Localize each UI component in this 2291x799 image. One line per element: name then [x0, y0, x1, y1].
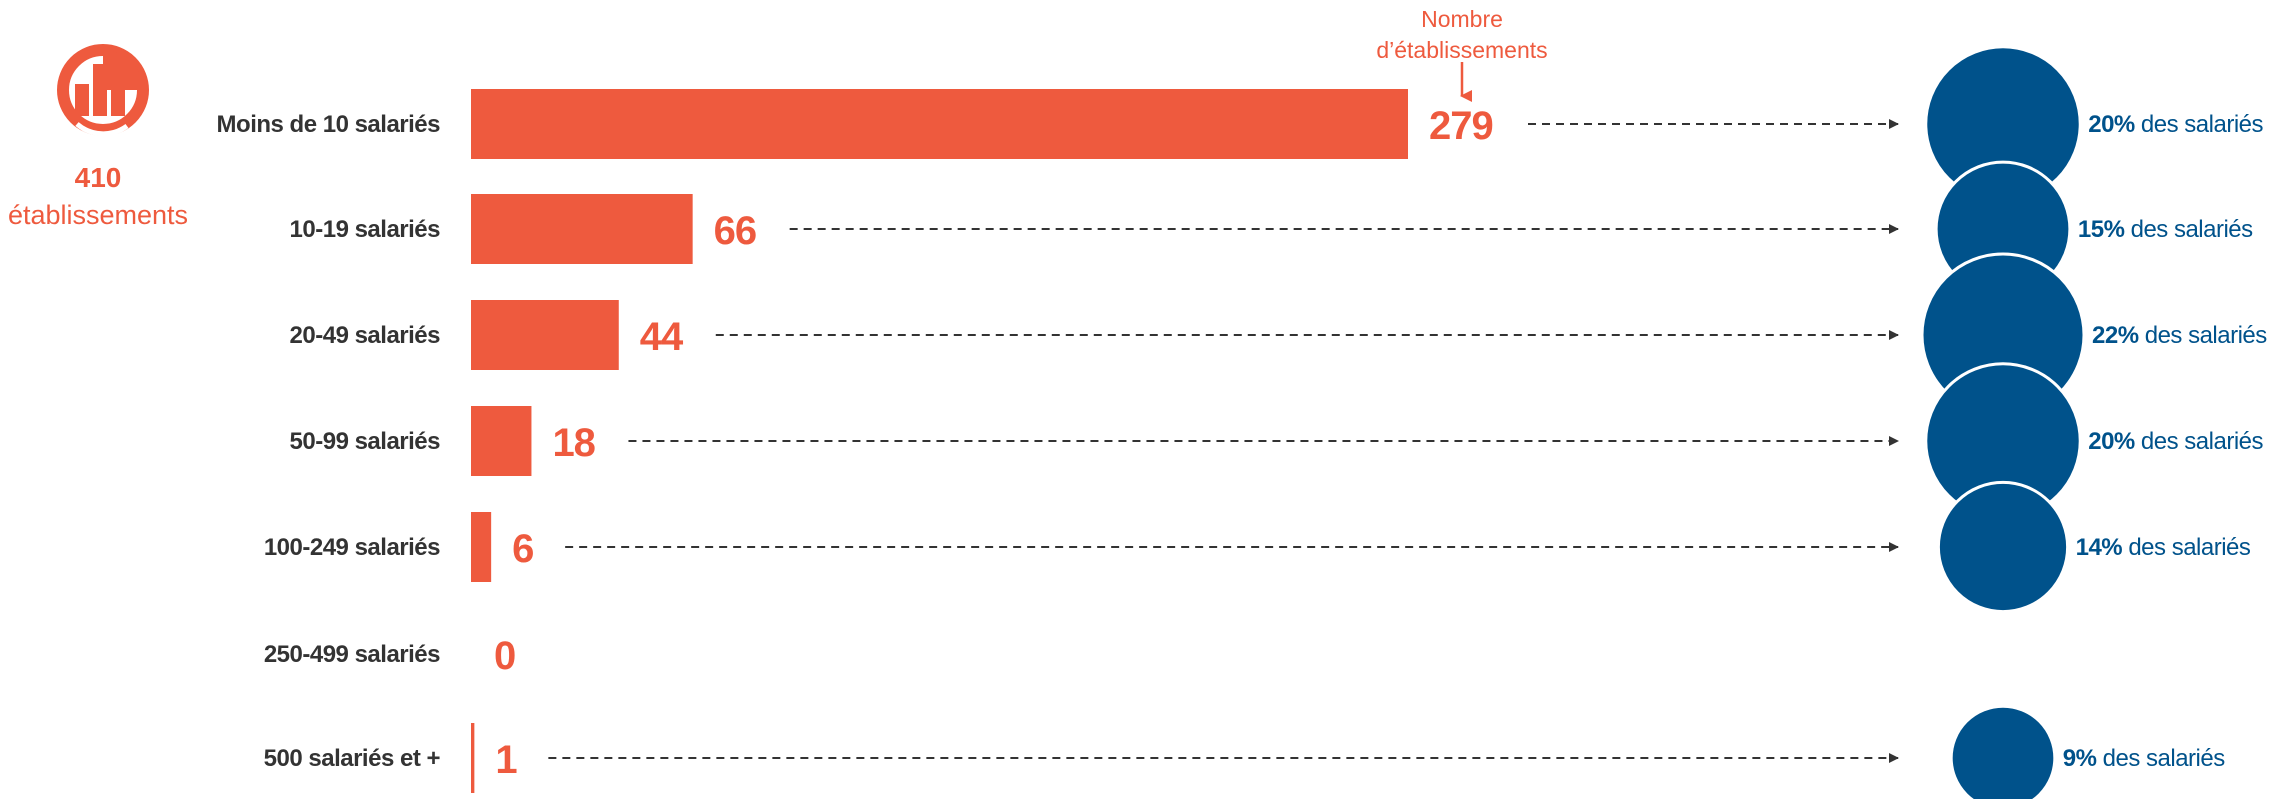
chart-row: 100-249 salariés 6 14% des salariés	[264, 480, 2251, 614]
employee-share-label: 9% des salariés	[2063, 745, 2225, 772]
bar	[471, 194, 693, 264]
employee-share-label: 15% des salariés	[2078, 216, 2253, 243]
bar	[471, 512, 492, 582]
employee-share-label: 20% des salariés	[2088, 111, 2263, 138]
count-label: 279	[1429, 104, 1493, 148]
category-label: 50-99 salariés	[290, 428, 441, 455]
count-label: 44	[640, 315, 684, 359]
category-label: 10-19 salariés	[290, 216, 441, 243]
count-label: 66	[714, 209, 757, 253]
category-label: 250-499 salariés	[264, 641, 440, 668]
count-annotation: Nombre d’établissements	[1376, 6, 1548, 102]
chart-row: Moins de 10 salariés 279 20% des salariés	[217, 45, 2264, 203]
employee-share-bubble	[1936, 480, 2070, 614]
count-label: 18	[552, 421, 595, 465]
total-value: 410	[75, 162, 122, 193]
chart-row: 10-19 salariés 66 15% des salariés	[290, 160, 2254, 298]
employee-share-bubble	[1949, 704, 2057, 799]
bar	[471, 406, 532, 476]
employee-share-label: 14% des salariés	[2076, 534, 2251, 561]
bar-chart-pie-icon	[57, 44, 149, 137]
category-label: 100-249 salariés	[264, 534, 440, 561]
summary-block: 410 établissements	[8, 44, 188, 230]
category-label: Moins de 10 salariés	[217, 111, 441, 138]
chart-rows: Moins de 10 salariés 279 20% des salariés 1…	[217, 45, 2268, 799]
bar	[471, 300, 619, 370]
count-label: 6	[512, 527, 533, 571]
employee-share-label: 20% des salariés	[2088, 428, 2263, 455]
category-label: 20-49 salariés	[290, 322, 441, 349]
employee-share-label: 22% des salariés	[2092, 322, 2267, 349]
count-label: 1	[495, 738, 517, 782]
chart-row: 250-499 salariés 0	[264, 634, 516, 678]
chart-row: 500 salariés et + 1 9% des salariés	[264, 704, 2226, 799]
annotation-line-2: d’établissements	[1376, 37, 1547, 63]
bar	[471, 723, 475, 793]
category-label: 500 salariés et +	[264, 745, 441, 772]
count-label: 0	[494, 634, 515, 678]
total-label: établissements	[8, 200, 188, 230]
chart-row: 50-99 salariés 18 20% des salariés	[290, 362, 2264, 520]
annotation-line-1: Nombre	[1421, 6, 1503, 32]
chart-row: 20-49 salariés 44 22% des salariés	[290, 252, 2268, 418]
bar	[471, 89, 1408, 159]
